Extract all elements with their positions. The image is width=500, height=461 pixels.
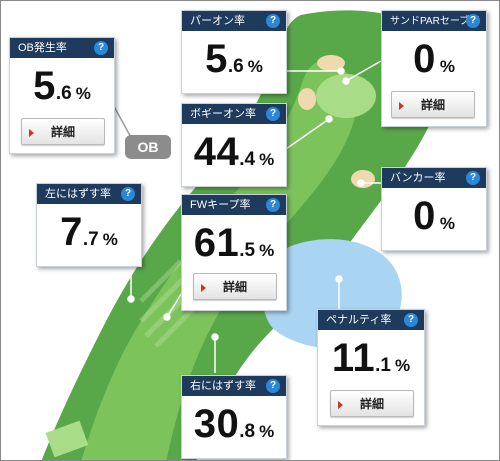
help-icon[interactable]: ? <box>466 14 480 28</box>
arrow-right-icon <box>338 401 343 409</box>
card-header: ペナルティ率 ? <box>318 310 424 330</box>
help-icon[interactable]: ? <box>266 379 280 393</box>
putting-green <box>316 74 376 118</box>
bunker-rate-card: バンカー率 ? 0% <box>381 167 487 251</box>
ob-rate-value: 5.6% <box>33 64 91 108</box>
ob-detail-button[interactable]: 詳細 <box>21 118 105 145</box>
card-header: バンカー率 ? <box>382 168 486 188</box>
card-title: 左にはずす率 <box>45 188 111 200</box>
bunker-1 <box>317 55 345 71</box>
bogey-on-rate-value: 44.4% <box>193 130 275 174</box>
card-title: バンカー率 <box>390 172 446 184</box>
miss-left-rate-card: 左にはずす率 ? 7.7% <box>36 183 142 267</box>
arrow-right-icon <box>201 284 206 292</box>
help-icon[interactable]: ? <box>94 41 108 55</box>
card-header: サンドPARセーブ率 ? <box>382 11 486 31</box>
help-icon[interactable]: ? <box>466 171 480 185</box>
ob-rate-card: OB発生率 ? 5.6% 詳細 <box>9 37 115 154</box>
bogey-on-rate-card: ボギーオン率 ? 44.4% <box>181 103 287 187</box>
miss-right-rate-card: 右にはずす率 ? 30.8% <box>181 375 287 459</box>
card-title: OB発生率 <box>18 42 67 54</box>
card-header: 左にはずす率 ? <box>37 184 141 204</box>
par-on-rate-card: パーオン率 ? 5.6% <box>181 10 287 94</box>
card-header: ボギーオン率 ? <box>182 104 286 124</box>
card-header: FWキープ率 ? <box>182 195 286 215</box>
help-icon[interactable]: ? <box>121 187 135 201</box>
arrow-right-icon <box>29 129 34 137</box>
tee-box <box>45 420 89 458</box>
fw-keep-detail-button[interactable]: 詳細 <box>193 273 277 300</box>
fw-keep-rate-value: 61.5% <box>193 221 275 265</box>
sand-save-value: 0% <box>413 37 455 81</box>
penalty-rate-value: 11.1% <box>331 336 411 380</box>
miss-right-rate-value: 30.8% <box>193 402 275 446</box>
bunker-rate-value: 0% <box>413 194 455 238</box>
card-title: 右にはずす率 <box>190 380 256 392</box>
card-header: 右にはずす率 ? <box>182 376 286 396</box>
help-icon[interactable]: ? <box>266 107 280 121</box>
penalty-detail-button[interactable]: 詳細 <box>330 390 414 417</box>
ob-tag: OB <box>125 135 171 159</box>
card-title: FWキープ率 <box>190 199 251 211</box>
card-header: パーオン率 ? <box>182 11 286 31</box>
help-icon[interactable]: ? <box>266 198 280 212</box>
penalty-rate-card: ペナルティ率 ? 11.1% 詳細 <box>317 309 425 426</box>
arrow-right-icon <box>399 102 404 110</box>
card-title: ボギーオン率 <box>190 108 256 120</box>
fw-keep-rate-card: FWキープ率 ? 61.5% 詳細 <box>181 194 287 311</box>
help-icon[interactable]: ? <box>266 14 280 28</box>
par-on-rate-value: 5.6% <box>205 37 263 81</box>
card-title: パーオン率 <box>190 15 245 27</box>
sand-par-save-card: サンドPARセーブ率 ? 0% 詳細 <box>381 10 487 127</box>
card-title: サンドPARセーブ率 <box>390 16 480 27</box>
sand-save-detail-button[interactable]: 詳細 <box>391 91 475 118</box>
help-icon[interactable]: ? <box>404 313 418 327</box>
card-header: OB発生率 ? <box>10 38 114 58</box>
card-title: ペナルティ率 <box>326 314 392 326</box>
bunker-2 <box>298 88 316 110</box>
miss-left-rate-value: 7.7% <box>60 210 118 254</box>
